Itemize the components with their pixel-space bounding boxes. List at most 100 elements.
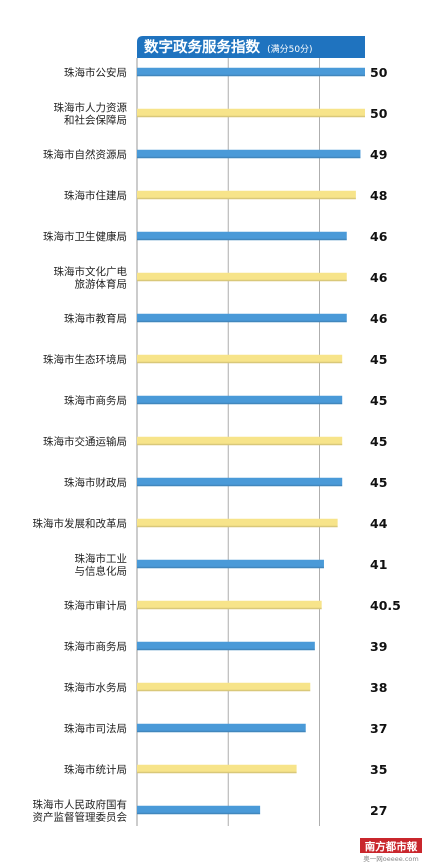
- category-label-line: 珠海市卫生健康局: [43, 230, 127, 243]
- bar: [137, 108, 365, 118]
- bar-shade: [137, 115, 365, 118]
- chart-header: 数字政务服务指数 (满分50分): [137, 36, 365, 58]
- value-label: 45: [370, 475, 387, 490]
- bar-shade: [137, 238, 347, 241]
- bar: [137, 149, 361, 159]
- bar-shade: [137, 771, 297, 774]
- category-label-line: 珠海市文化广电: [54, 265, 128, 278]
- category-label: 珠海市商务局: [64, 394, 127, 407]
- category-label-line: 珠海市水务局: [64, 681, 127, 694]
- category-label-line: 旅游体育局: [75, 277, 128, 290]
- value-label: 39: [370, 639, 387, 654]
- chart-header-background: [137, 36, 365, 58]
- value-label: 46: [370, 229, 388, 244]
- value-label: 50: [370, 106, 388, 121]
- category-label-line: 珠海市人民政府国有: [33, 798, 128, 811]
- category-label-line: 珠海市住建局: [64, 189, 127, 202]
- bar: [137, 805, 261, 815]
- category-label: 珠海市教育局: [64, 312, 127, 325]
- chart-subtitle: (满分50分): [267, 44, 312, 55]
- category-label: 珠海市司法局: [64, 722, 127, 735]
- value-labels: 50 50 49 48 46 46 46 45 45 45 45 44 41 40.5 39 38 37 35 27: [370, 65, 401, 818]
- bar: [137, 682, 311, 692]
- category-label: 珠海市住建局: [64, 189, 127, 202]
- chart-title: 数字政务服务指数: [144, 38, 260, 56]
- bar: [137, 600, 322, 610]
- value-label: 45: [370, 393, 387, 408]
- category-label-line: 珠海市司法局: [64, 722, 127, 735]
- value-label: 50: [370, 65, 388, 80]
- bar: [137, 723, 306, 733]
- bar: [137, 231, 347, 241]
- bar-shade: [137, 402, 343, 405]
- bar-shade: [137, 484, 343, 487]
- bar: [137, 641, 315, 651]
- value-label: 37: [370, 721, 387, 736]
- category-label: 珠海市水务局: [64, 681, 127, 694]
- bar: [137, 313, 347, 323]
- bar-shade: [137, 607, 322, 610]
- category-label-line: 珠海市审计局: [64, 599, 127, 612]
- bar-shade: [137, 320, 347, 323]
- category-label: 珠海市文化广电旅游体育局: [54, 265, 128, 291]
- watermark-logo: 南方都市報 奥一网oeeee.com: [360, 838, 422, 863]
- category-label-line: 珠海市人力资源: [54, 101, 128, 114]
- category-label-line: 和社会保障局: [64, 113, 127, 126]
- category-label-line: 珠海市工业: [75, 552, 128, 565]
- bar-shade: [137, 361, 343, 364]
- bar: [137, 395, 343, 405]
- category-label: 珠海市自然资源局: [43, 148, 127, 161]
- value-label: 46: [370, 311, 388, 326]
- category-labels: 珠海市公安局珠海市人力资源和社会保障局珠海市自然资源局珠海市住建局珠海市卫生健康…: [33, 66, 128, 823]
- category-label-line: 珠海市生态环境局: [43, 353, 127, 366]
- bar-shade: [137, 197, 356, 200]
- bar: [137, 67, 365, 77]
- category-label-line: 珠海市财政局: [64, 476, 127, 489]
- category-label-line: 珠海市交通运输局: [43, 435, 127, 448]
- category-label-line: 与信息化局: [75, 564, 128, 577]
- category-label: 珠海市卫生健康局: [43, 230, 127, 243]
- category-label-line: 珠海市统计局: [64, 763, 127, 776]
- bar-shade: [137, 74, 365, 77]
- category-label: 珠海市交通运输局: [43, 435, 127, 448]
- bar: [137, 518, 338, 528]
- bar-shade: [137, 443, 343, 446]
- category-label: 珠海市统计局: [64, 763, 127, 776]
- value-label: 48: [370, 188, 387, 203]
- category-label: 珠海市财政局: [64, 476, 127, 489]
- bar: [137, 764, 297, 774]
- bar-shade: [137, 730, 306, 733]
- bar-shade: [137, 648, 315, 651]
- bar: [137, 477, 343, 487]
- category-label-line: 珠海市公安局: [64, 66, 127, 79]
- category-label: 珠海市人民政府国有资产监督管理委员会: [33, 798, 128, 824]
- category-label: 珠海市商务局: [64, 640, 127, 653]
- value-label: 45: [370, 434, 387, 449]
- bar-shade: [137, 689, 311, 692]
- bar: [137, 559, 324, 569]
- watermark-site: 奥一网oeeee.com: [363, 854, 418, 863]
- category-label: 珠海市发展和改革局: [33, 517, 128, 530]
- bar-shade: [137, 525, 338, 528]
- category-label-line: 珠海市商务局: [64, 394, 127, 407]
- value-label: 41: [370, 557, 387, 572]
- bars: [137, 67, 365, 815]
- category-label: 珠海市工业与信息化局: [75, 552, 128, 578]
- value-label: 49: [370, 147, 387, 162]
- category-label-line: 珠海市教育局: [64, 312, 127, 325]
- bar-shade: [137, 156, 361, 159]
- category-label-line: 珠海市自然资源局: [43, 148, 127, 161]
- bar: [137, 436, 343, 446]
- watermark-brand: 南方都市報: [365, 840, 418, 853]
- value-label: 38: [370, 680, 387, 695]
- category-label: 珠海市人力资源和社会保障局: [54, 101, 128, 127]
- watermark-bg: [360, 838, 422, 853]
- value-label: 46: [370, 270, 388, 285]
- bar-shade: [137, 279, 347, 282]
- value-label: 40.5: [370, 598, 401, 613]
- category-label-line: 资产监督管理委员会: [33, 810, 128, 823]
- category-label: 珠海市审计局: [64, 599, 127, 612]
- value-label: 27: [370, 803, 387, 818]
- category-label: 珠海市生态环境局: [43, 353, 127, 366]
